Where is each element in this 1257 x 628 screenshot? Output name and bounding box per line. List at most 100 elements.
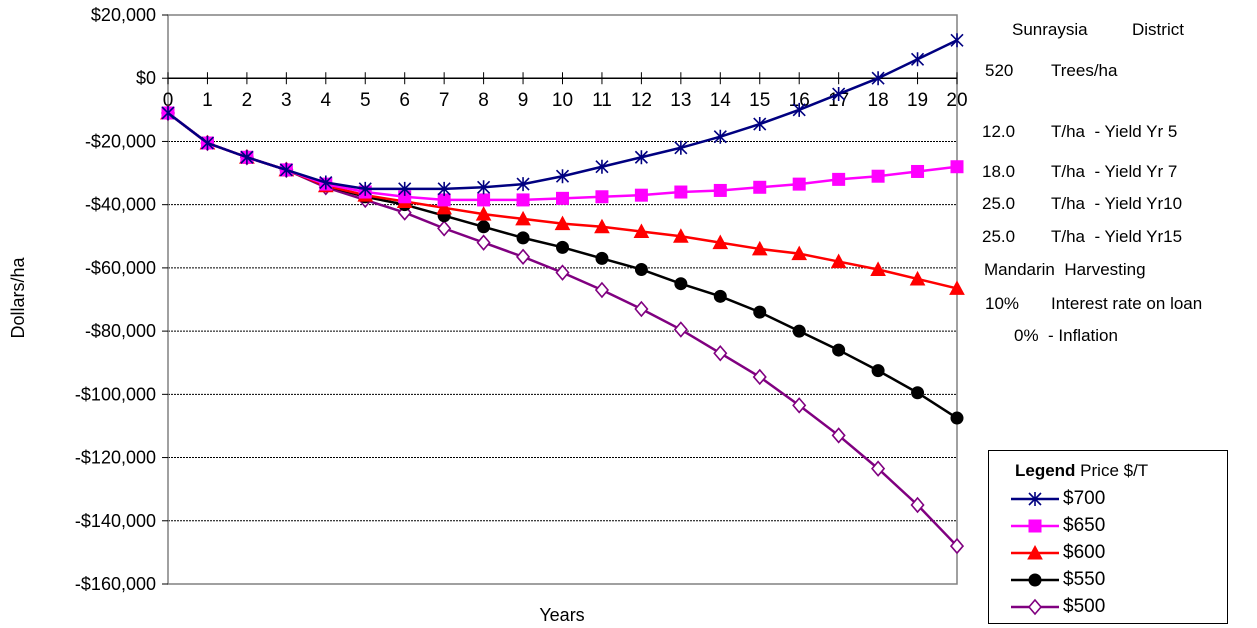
data-point	[871, 364, 885, 378]
y-tick-label: -$20,000	[85, 131, 156, 151]
y-tick-label: -$140,000	[75, 511, 156, 531]
data-point	[397, 204, 412, 221]
yield-label: T/ha - Yield Yr 7	[1051, 162, 1178, 181]
data-point	[713, 289, 727, 303]
data-point	[753, 180, 767, 194]
y-axis-label: Dollars/ha	[8, 256, 28, 338]
data-point	[792, 102, 806, 117]
data-point	[161, 105, 175, 120]
data-point	[673, 228, 689, 243]
data-point	[556, 191, 569, 205]
legend-label: $700	[1063, 488, 1106, 509]
x-tick-label: 5	[360, 90, 371, 111]
crop-label: Mandarin Harvesting	[984, 260, 1146, 279]
series-700	[161, 33, 964, 196]
y-tick-label: -$40,000	[85, 195, 156, 215]
x-tick-label: 14	[710, 90, 732, 111]
data-point	[279, 162, 293, 177]
legend-swatch	[1011, 544, 1059, 560]
legend: Legend Price $/T $700 $650 $600 $550 $500	[988, 450, 1228, 624]
series-650	[161, 106, 964, 207]
data-point	[832, 172, 846, 186]
data-point	[950, 411, 964, 425]
data-point	[832, 87, 846, 102]
data-point	[398, 181, 412, 196]
x-tick-label: 19	[907, 90, 928, 111]
trees-value: 520	[985, 61, 1014, 80]
data-point	[554, 215, 571, 231]
x-tick-label: 3	[281, 90, 292, 111]
x-tick-label: 15	[749, 90, 770, 111]
x-axis-label: Years	[539, 605, 584, 625]
x-tick-label: 7	[439, 90, 450, 111]
data-point	[713, 345, 728, 362]
data-point	[950, 160, 964, 174]
legend-marker	[1028, 492, 1042, 506]
data-point	[437, 181, 451, 196]
legend-item: $500	[1009, 595, 1219, 619]
data-point	[673, 321, 688, 338]
x-tick-label: 10	[552, 90, 573, 111]
series-line	[167, 111, 958, 202]
data-point	[911, 386, 925, 400]
x-tick-label: 1	[202, 90, 213, 111]
data-point	[674, 277, 688, 291]
legend-label: $550	[1063, 569, 1106, 590]
y-tick-label: -$120,000	[75, 448, 156, 468]
data-point	[753, 117, 767, 132]
data-point	[515, 210, 531, 226]
data-point	[516, 177, 530, 192]
x-tick-label: 9	[518, 90, 529, 111]
legend-marker	[1028, 573, 1042, 587]
data-point	[200, 136, 215, 151]
data-point	[871, 460, 886, 477]
data-point	[752, 368, 767, 386]
plot-area	[167, 14, 958, 585]
y-tick-label: $0	[136, 68, 156, 88]
legend-item: $550	[1009, 568, 1219, 592]
legend-marker	[1027, 598, 1043, 616]
y-tick-label: $20,000	[91, 5, 156, 25]
data-point	[830, 253, 847, 269]
interest-label: Interest rate on loan	[1051, 294, 1203, 313]
legend-label: $500	[1063, 596, 1106, 617]
data-point	[910, 52, 925, 67]
x-tick-label: 6	[399, 90, 410, 111]
data-point	[319, 175, 333, 190]
data-point	[712, 234, 729, 250]
data-point	[516, 193, 530, 207]
data-point	[831, 427, 846, 444]
x-tick-label: 2	[242, 90, 253, 111]
legend-swatch	[1011, 573, 1059, 587]
data-point	[870, 261, 886, 276]
data-point	[476, 234, 491, 251]
data-point	[555, 264, 570, 281]
data-point	[436, 199, 452, 215]
x-tick-label: 20	[946, 90, 967, 111]
data-point	[871, 169, 885, 183]
legend-swatch	[1011, 598, 1059, 616]
yield-label: T/ha - Yield Yr10	[1051, 194, 1183, 213]
x-tick-label: 18	[868, 90, 889, 111]
x-tick-label: 11	[592, 90, 612, 111]
data-point	[950, 33, 964, 48]
y-tick-label: -$100,000	[75, 384, 156, 404]
data-point	[633, 223, 650, 239]
yield-value: 25.0	[982, 227, 1016, 246]
legend-swatch	[1011, 519, 1059, 533]
data-point	[516, 231, 530, 245]
data-point	[477, 193, 491, 207]
x-tick-label: 0	[163, 90, 174, 111]
data-point	[871, 71, 885, 86]
data-point	[634, 262, 648, 276]
yield-value: 12.0	[982, 122, 1016, 141]
x-tick-label: 12	[631, 90, 652, 111]
y-tick-label: -$60,000	[85, 258, 156, 278]
data-point	[674, 185, 688, 199]
data-point	[477, 220, 491, 234]
data-point	[909, 270, 926, 286]
data-point	[515, 248, 531, 266]
data-point	[713, 129, 727, 144]
data-point	[910, 496, 925, 514]
